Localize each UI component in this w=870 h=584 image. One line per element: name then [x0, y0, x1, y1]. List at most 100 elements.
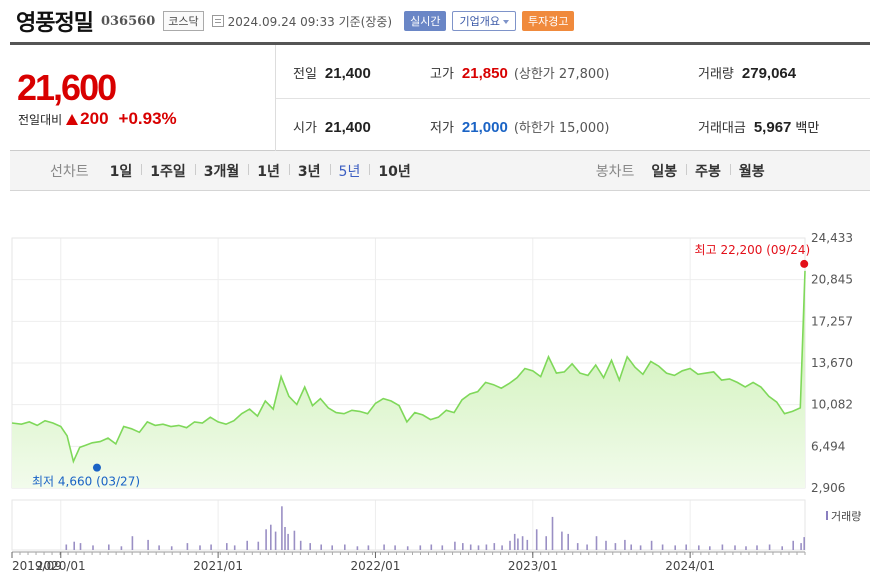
volume-bar [299, 540, 302, 550]
volume-bar [210, 544, 212, 550]
company-overview-button[interactable]: 기업개요 [452, 11, 516, 31]
volume-bar [309, 543, 311, 550]
volume-bar [756, 545, 758, 550]
chevron-down-icon [502, 20, 509, 24]
realtime-button[interactable]: 실시간 [404, 11, 447, 31]
volume-bar [768, 544, 771, 550]
volume-bar [709, 546, 711, 550]
change-percent: +0.93% [118, 109, 177, 128]
volume-bar [803, 537, 805, 550]
min-point [92, 463, 101, 472]
candle-tab-daily[interactable]: 일봉 [651, 163, 678, 180]
trade-volume: 거래량 279,064 [698, 65, 797, 82]
volume-bar [108, 544, 110, 550]
volume-bar [513, 533, 516, 550]
volume-bar [131, 536, 134, 550]
period-selector: 선차트 1일 1주일 3개월 1년 3년 5년 10년 봉차트 일봉 주봉 월봉 [10, 151, 870, 191]
volume-bar [344, 544, 346, 550]
market-badge: 코스닥 [163, 11, 204, 31]
open-price: 시가 21,400 [293, 119, 371, 136]
volume-bar [576, 543, 579, 550]
stock-code: 036560 [100, 13, 156, 29]
trade-value: 거래대금 5,967 백만 [698, 119, 820, 136]
volume-bar [551, 516, 554, 550]
stock-header: 영풍정밀 036560 코스닥 2024.09.24 09:33 기준(장중) … [0, 0, 870, 42]
volume-bar [406, 546, 409, 550]
volume-bar [287, 533, 289, 550]
y-axis: 24,433 20,845 17,257 13,670 10,082 6,494 2,906 [811, 231, 853, 495]
volume-bar [535, 529, 538, 550]
price-chart[interactable]: 24,433 20,845 17,257 13,670 10,082 6,494 2,906… [0, 200, 870, 584]
volume-legend-icon [826, 511, 828, 520]
volume-bar [674, 545, 676, 550]
volume-bars [65, 506, 805, 550]
volume-bar [605, 540, 607, 550]
volume-bar [199, 545, 201, 550]
period-tab-5y[interactable]: 5년 [329, 161, 370, 181]
y-tick-label: 6,494 [811, 439, 845, 453]
period-tab-3y[interactable]: 3년 [288, 161, 330, 181]
divider [275, 45, 276, 151]
volume-bar [521, 536, 524, 550]
candle-tab-monthly[interactable]: 월봉 [729, 161, 774, 181]
volume-bar [800, 543, 802, 550]
max-point [800, 259, 809, 268]
y-tick-label: 13,670 [811, 356, 853, 370]
volume-bar [454, 541, 456, 550]
volume-bar [92, 545, 94, 550]
max-annotation: 최고 22,200 (09/24) [695, 243, 811, 257]
volume-bar [419, 545, 422, 550]
change-amount: 200 [80, 109, 109, 128]
period-tab-1d[interactable]: 1일 [109, 163, 133, 180]
candle-tab-weekly[interactable]: 주봉 [686, 161, 730, 181]
volume-bar [73, 541, 75, 550]
volume-bar [517, 538, 519, 550]
volume-bar [65, 544, 68, 550]
change-label: 전일대비 [18, 112, 63, 127]
y-tick-label: 17,257 [811, 314, 853, 328]
volume-bar [281, 506, 283, 550]
volume-bar [685, 544, 687, 550]
high-price: 고가 21,850 (상한가 27,800) [430, 65, 610, 82]
volume-bar [331, 545, 333, 550]
volume-bar [367, 545, 370, 550]
period-tab-3m[interactable]: 3개월 [194, 161, 249, 181]
period-tab-1w[interactable]: 1주일 [141, 161, 195, 181]
volume-bar [170, 546, 173, 550]
volume-bar [595, 536, 598, 550]
y-tick-label: 24,433 [811, 231, 853, 245]
volume-bar [501, 545, 503, 550]
volume-bar [79, 543, 82, 550]
volume-frame [11, 499, 806, 551]
volume-bar [745, 546, 747, 550]
y-tick-label: 2,906 [811, 481, 845, 495]
calendar-icon [211, 15, 224, 27]
quote-datetime: 2024.09.24 09:33 기준(장중) [227, 14, 393, 29]
volume-bar [274, 531, 277, 550]
x-tick-label: 2023/01 [508, 559, 558, 573]
volume-bar [567, 533, 569, 550]
candle-chart-label: 봉차트 [595, 163, 635, 180]
volume-legend: 거래량 [831, 510, 861, 523]
header-divider [10, 42, 870, 45]
investment-warning-badge[interactable]: 투자경고 [521, 11, 575, 31]
volume-bar [661, 544, 664, 550]
x-tick-label: 2021/01 [193, 559, 243, 573]
prev-close: 전일 21,400 [293, 65, 371, 82]
volume-bar [257, 541, 260, 550]
period-tab-10y[interactable]: 10년 [369, 161, 419, 181]
price-area [12, 270, 805, 488]
volume-bar [624, 539, 626, 550]
volume-bar [792, 540, 794, 550]
up-arrow-icon [66, 113, 79, 125]
volume-bar [284, 527, 286, 550]
volume-bar [186, 543, 189, 550]
x-tick-label: 2019/09 [12, 559, 62, 573]
volume-bar [526, 539, 529, 550]
volume-bar [158, 545, 160, 550]
price-change: 전일대비 200 +0.93% [18, 109, 177, 129]
y-tick-label: 10,082 [811, 398, 853, 412]
current-price: 21,600 [17, 67, 117, 108]
period-tab-1y[interactable]: 1년 [248, 161, 289, 181]
volume-bar [509, 540, 511, 550]
